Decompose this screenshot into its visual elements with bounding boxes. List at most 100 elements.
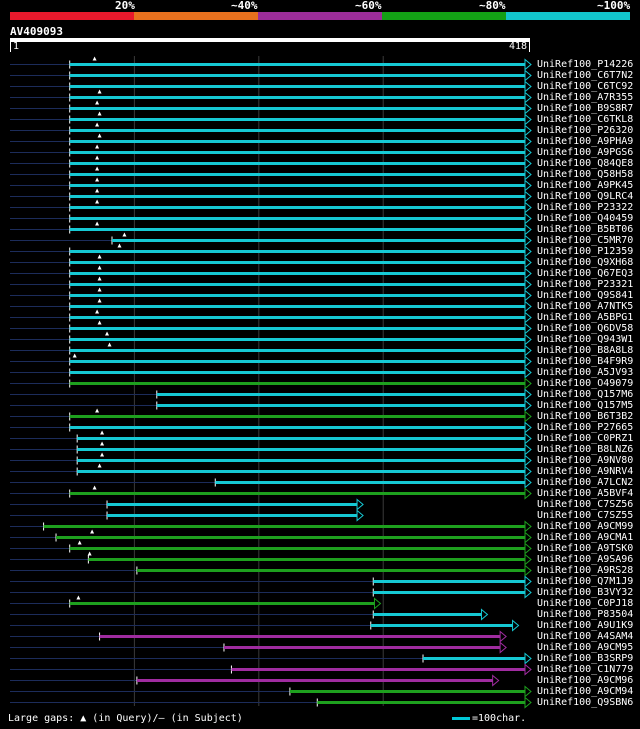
- hit-name-link[interactable]: UniRef100_A9CMA1: [537, 532, 633, 543]
- hit-row[interactable]: [10, 82, 531, 92]
- hit-name-link[interactable]: UniRef100_Q58H58: [537, 169, 633, 180]
- hit-name-link[interactable]: UniRef100_A7LCN2: [537, 477, 633, 488]
- hit-row[interactable]: [10, 379, 531, 389]
- hit-name-link[interactable]: UniRef100_A7NTK5: [537, 301, 633, 312]
- hit-name-link[interactable]: UniRef100_C5MR70: [537, 235, 633, 246]
- hit-row[interactable]: [10, 90, 531, 103]
- hit-name-link[interactable]: UniRef100_C7SZ56: [537, 499, 633, 510]
- hit-name-link[interactable]: UniRef100_A9CM94: [537, 686, 633, 697]
- hit-row[interactable]: [10, 101, 531, 114]
- hit-row[interactable]: [10, 676, 499, 686]
- hit-row[interactable]: [10, 156, 531, 169]
- hit-name-link[interactable]: UniRef100_O49079: [537, 378, 633, 389]
- hit-name-link[interactable]: UniRef100_A5BVF4: [537, 488, 633, 499]
- hit-name-link[interactable]: UniRef100_Q9LRC4: [537, 191, 633, 202]
- hit-name-link[interactable]: UniRef100_C1N779: [537, 664, 633, 675]
- hit-row[interactable]: [10, 632, 506, 642]
- hit-row[interactable]: [10, 354, 531, 367]
- hit-name-link[interactable]: UniRef100_Q943W1: [537, 334, 633, 345]
- hit-name-link[interactable]: UniRef100_P23321: [537, 279, 633, 290]
- hit-row[interactable]: [10, 552, 531, 565]
- hit-name-link[interactable]: UniRef100_A4SAM4: [537, 631, 633, 642]
- hit-name-link[interactable]: UniRef100_A7R355: [537, 92, 633, 103]
- hit-row[interactable]: [10, 442, 531, 455]
- hit-name-link[interactable]: UniRef100_A9CM95: [537, 642, 633, 653]
- hit-name-link[interactable]: UniRef100_A9CM96: [537, 675, 633, 686]
- hit-row[interactable]: [10, 621, 519, 631]
- hit-row[interactable]: [10, 596, 380, 609]
- hit-name-link[interactable]: UniRef100_P14226: [537, 59, 633, 70]
- hit-row[interactable]: [10, 511, 363, 521]
- hit-row[interactable]: [10, 423, 531, 433]
- hit-row[interactable]: [10, 401, 531, 411]
- hit-row[interactable]: [10, 288, 531, 301]
- hit-row[interactable]: [10, 57, 531, 70]
- hit-row[interactable]: [10, 478, 531, 488]
- hit-row[interactable]: [10, 266, 531, 279]
- hit-name-link[interactable]: UniRef100_C0PRZ1: [537, 433, 633, 444]
- hit-row[interactable]: [10, 277, 531, 290]
- hit-row[interactable]: [10, 233, 531, 246]
- hit-row[interactable]: [10, 178, 531, 191]
- hit-row[interactable]: [10, 167, 531, 180]
- hit-row[interactable]: [10, 610, 487, 620]
- hit-name-link[interactable]: UniRef100_P27665: [537, 422, 633, 433]
- hit-row[interactable]: [10, 255, 531, 268]
- hit-name-link[interactable]: UniRef100_A5JV93: [537, 367, 633, 378]
- hit-row[interactable]: [10, 244, 531, 257]
- hit-row[interactable]: [10, 464, 531, 477]
- hit-name-link[interactable]: UniRef100_P83504: [537, 609, 633, 620]
- hit-row[interactable]: [10, 486, 531, 499]
- hit-row[interactable]: [10, 332, 531, 345]
- hit-name-link[interactable]: UniRef100_A9PGS6: [537, 147, 633, 158]
- hit-row[interactable]: [10, 214, 531, 224]
- hit-name-link[interactable]: UniRef100_P26320: [537, 125, 633, 136]
- hit-row[interactable]: [10, 123, 531, 136]
- hit-row[interactable]: [10, 134, 531, 147]
- hit-row[interactable]: [10, 577, 531, 587]
- hit-row[interactable]: [10, 222, 531, 235]
- hit-name-link[interactable]: UniRef100_P12359: [537, 246, 633, 257]
- hit-name-link[interactable]: UniRef100_A9U1K9: [537, 620, 633, 631]
- hit-name-link[interactable]: UniRef100_A9RS28: [537, 565, 633, 576]
- hit-name-link[interactable]: UniRef100_A9NV80: [537, 455, 633, 466]
- hit-row[interactable]: [10, 431, 531, 444]
- hit-row[interactable]: [10, 200, 531, 213]
- hit-row[interactable]: [10, 299, 531, 312]
- hit-name-link[interactable]: UniRef100_C0PJ18: [537, 598, 633, 609]
- hit-row[interactable]: [10, 698, 531, 708]
- hit-name-link[interactable]: UniRef100_A9TSK0: [537, 543, 633, 554]
- hit-row[interactable]: [10, 368, 531, 378]
- hit-row[interactable]: [10, 321, 531, 334]
- hit-name-link[interactable]: UniRef100_Q157M6: [537, 389, 633, 400]
- hit-name-link[interactable]: UniRef100_A9CM99: [537, 521, 633, 532]
- hit-name-link[interactable]: UniRef100_Q157M5: [537, 400, 633, 411]
- hit-name-link[interactable]: UniRef100_A9NRV4: [537, 466, 633, 477]
- hit-name-link[interactable]: UniRef100_Q9S841: [537, 290, 633, 301]
- hit-row[interactable]: [10, 409, 531, 422]
- hit-row[interactable]: [10, 453, 531, 466]
- hit-row[interactable]: [10, 643, 506, 653]
- hit-row[interactable]: [10, 522, 531, 532]
- hit-name-link[interactable]: UniRef100_Q40459: [537, 213, 633, 224]
- hit-name-link[interactable]: UniRef100_B9S8R7: [537, 103, 633, 114]
- hit-name-link[interactable]: UniRef100_B5BT06: [537, 224, 633, 235]
- hit-row[interactable]: [10, 112, 531, 125]
- hit-row[interactable]: [10, 390, 531, 400]
- hit-row[interactable]: [10, 189, 531, 202]
- hit-row[interactable]: [10, 343, 531, 356]
- hit-row[interactable]: [10, 541, 531, 554]
- hit-name-link[interactable]: UniRef100_B4F9R9: [537, 356, 633, 367]
- hit-row[interactable]: [10, 588, 531, 598]
- hit-name-link[interactable]: UniRef100_Q9XH68: [537, 257, 633, 268]
- hit-name-link[interactable]: UniRef100_A9SA96: [537, 554, 633, 565]
- hit-name-link[interactable]: UniRef100_C6T7N2: [537, 70, 633, 81]
- hit-row[interactable]: [10, 654, 531, 664]
- hit-row[interactable]: [10, 145, 531, 158]
- hit-name-link[interactable]: UniRef100_Q6DV58: [537, 323, 633, 334]
- hit-row[interactable]: [10, 665, 531, 675]
- hit-name-link[interactable]: UniRef100_B3VY32: [537, 587, 633, 598]
- hit-name-link[interactable]: UniRef100_C6TKL8: [537, 114, 633, 125]
- hit-name-link[interactable]: UniRef100_B8LNZ6: [537, 444, 633, 455]
- hit-name-link[interactable]: UniRef100_A9PK45: [537, 180, 633, 191]
